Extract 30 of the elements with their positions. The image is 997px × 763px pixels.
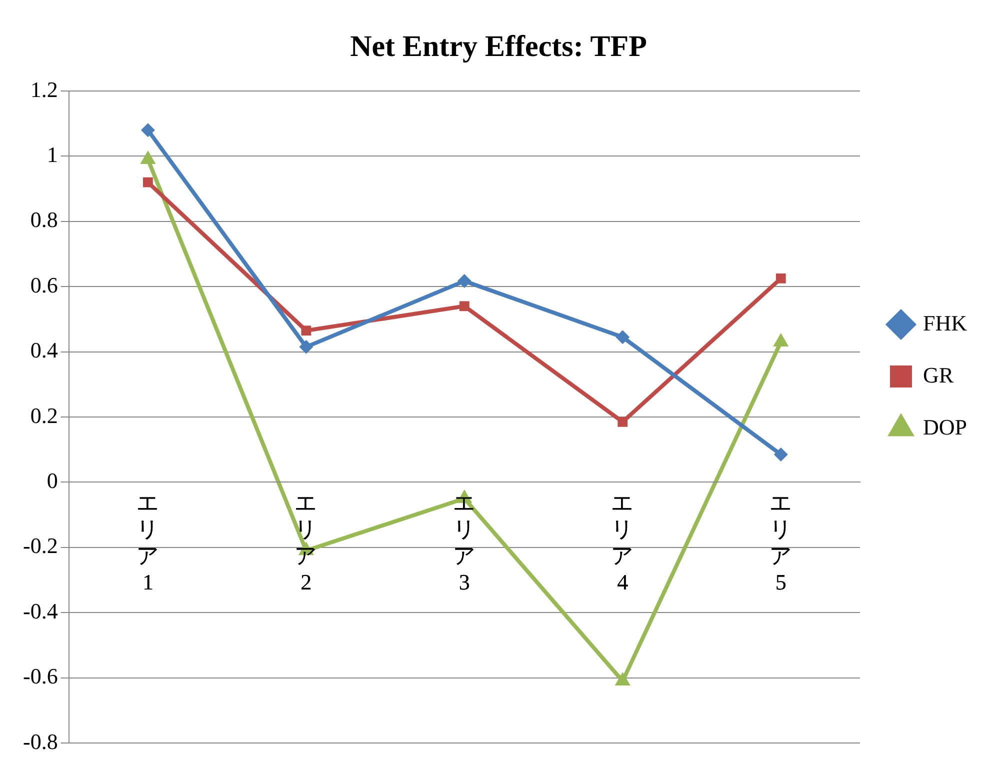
point (457, 274, 472, 288)
y-tick-label: 0.6 (30, 272, 58, 298)
y-tick-label: 0 (46, 468, 58, 493)
point (774, 447, 788, 462)
y-tick-label: 0.8 (30, 207, 58, 232)
y-tick-label: -0.8 (23, 728, 58, 754)
y-tick-label: -0.2 (23, 533, 58, 558)
x-tick-label: エリア1 (136, 490, 160, 594)
point (301, 326, 312, 336)
x-tick-label: エリア5 (769, 490, 792, 594)
legend-label: FHK (922, 310, 968, 336)
point (142, 177, 153, 188)
point (618, 416, 628, 427)
x-tick-label: エリア3 (452, 490, 476, 594)
point (614, 672, 630, 686)
point (459, 301, 470, 312)
y-tick-label: -0.4 (23, 598, 58, 624)
y-tick-label: 1 (46, 142, 58, 167)
point (299, 340, 314, 354)
chart-title: Net Entry Effects: TFP (350, 30, 647, 63)
y-tick-label: 0.2 (30, 402, 58, 428)
point (776, 274, 786, 284)
y-tick-label: 1.2 (30, 76, 58, 102)
legend-label: GR (922, 362, 954, 388)
y-tick-label: 0.4 (30, 338, 58, 363)
point (616, 330, 630, 344)
point (140, 123, 155, 138)
x-tick-label: エリア4 (611, 490, 634, 594)
y-tick-label: -0.6 (23, 664, 58, 689)
legend-label: DOP (922, 414, 968, 440)
